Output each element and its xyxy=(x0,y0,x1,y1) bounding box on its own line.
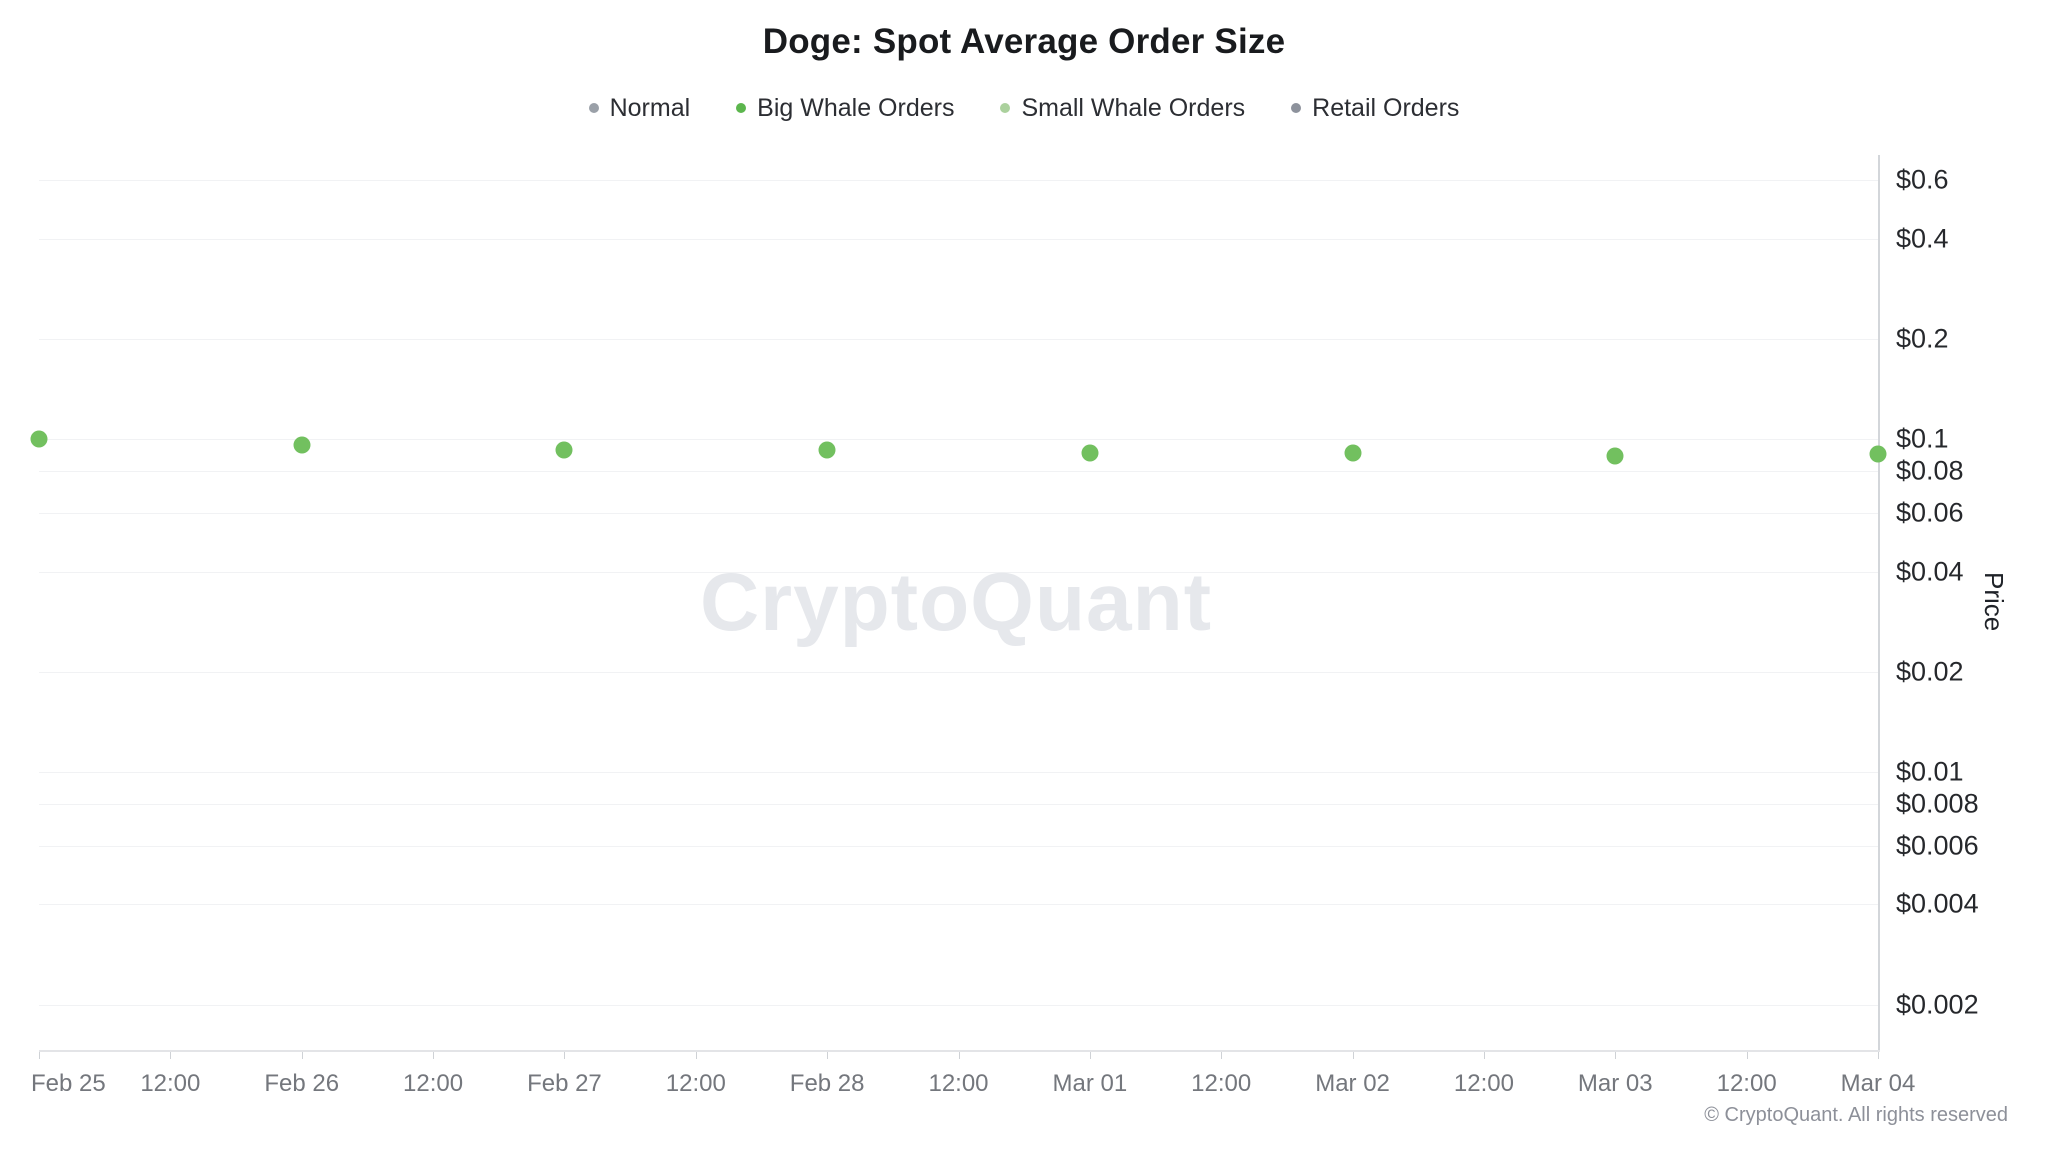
data-point-feb-28[interactable] xyxy=(818,441,836,459)
data-point-feb-25[interactable] xyxy=(30,430,48,448)
x-axis-tickmark xyxy=(170,1052,172,1059)
x-axis-tick-label: 12:00 xyxy=(928,1070,989,1097)
copyright-text: © CryptoQuant. All rights reserved xyxy=(1704,1104,2008,1126)
x-axis-tickmark xyxy=(564,1052,566,1059)
x-axis-tick-label: Feb 27 xyxy=(527,1070,602,1097)
data-point-feb-26[interactable] xyxy=(293,436,311,454)
x-axis-tickmark xyxy=(1615,1052,1617,1059)
y-axis-tick-label: $0.04 xyxy=(1896,556,1964,587)
data-point-feb-27[interactable] xyxy=(555,441,573,459)
legend-item-normal[interactable]: Normal xyxy=(588,93,691,123)
x-axis-tickmark xyxy=(1483,1052,1485,1059)
gridline xyxy=(39,571,1878,573)
y-axis-tick-label: $0.008 xyxy=(1896,788,1979,819)
data-point-mar-01[interactable] xyxy=(1081,444,1099,462)
y-axis-tick-label: $0.01 xyxy=(1896,756,1964,787)
y-axis-tick-label: $0.02 xyxy=(1896,656,1964,687)
gridline xyxy=(39,671,1878,673)
gridline xyxy=(39,904,1878,906)
x-axis-tickmark xyxy=(433,1052,435,1059)
gridline xyxy=(39,238,1878,240)
gridline xyxy=(39,180,1878,182)
y-axis-title: Price xyxy=(1979,572,2009,632)
x-axis-tick-label: Mar 04 xyxy=(1840,1070,1916,1097)
x-axis-tick-label: Feb 28 xyxy=(789,1070,865,1097)
gridline xyxy=(39,439,1878,441)
x-axis-tick-label: 12:00 xyxy=(403,1070,464,1097)
legend-item-label: Small Whale Orders xyxy=(1021,93,1246,122)
legend-item-label: Big Whale Orders xyxy=(757,93,955,122)
legend-item-retail-orders[interactable]: Retail Orders xyxy=(1291,94,1459,123)
x-axis-tickmark xyxy=(1746,1052,1748,1059)
chart-title: Doge: Spot Average Order Size xyxy=(762,22,1286,61)
legend-item-label: Retail Orders xyxy=(1312,93,1460,122)
y-axis-line xyxy=(1878,155,1880,1050)
legend-marker-icon xyxy=(588,103,599,113)
legend-marker-icon xyxy=(736,103,747,113)
y-axis-tick-label: $0.002 xyxy=(1896,989,1979,1020)
x-axis-tickmark xyxy=(301,1052,303,1059)
x-axis-tick-label: Mar 03 xyxy=(1577,1070,1653,1097)
y-axis-tick-label: $0.1 xyxy=(1896,423,1949,454)
x-axis-tick-label: 12:00 xyxy=(1716,1070,1777,1097)
x-axis-tickmark xyxy=(958,1052,960,1059)
data-point-mar-02[interactable] xyxy=(1344,444,1362,462)
x-axis-tickmark xyxy=(1089,1052,1091,1059)
gridline xyxy=(39,804,1878,806)
gridline xyxy=(39,513,1878,515)
x-axis-tickmark xyxy=(1878,1052,1879,1059)
legend-marker-icon xyxy=(1291,103,1302,113)
watermark: CryptoQuant xyxy=(699,557,1213,648)
x-axis-tick-label: Mar 02 xyxy=(1315,1070,1390,1097)
gridline xyxy=(39,845,1878,847)
x-axis-tick-label: Mar 01 xyxy=(1052,1070,1128,1097)
legend-marker-icon xyxy=(1000,103,1011,113)
x-axis-tickmark xyxy=(1352,1052,1354,1059)
x-axis-tick-label: Feb 25 xyxy=(31,1070,106,1097)
gridline xyxy=(39,471,1878,473)
data-point-mar-03[interactable] xyxy=(1606,447,1624,465)
legend-item-small-whale-orders[interactable]: Small Whale Orders xyxy=(1000,94,1245,123)
y-axis-tick-label: $0.006 xyxy=(1896,830,1979,861)
x-axis-tickmark xyxy=(695,1052,697,1059)
data-point-mar-04[interactable] xyxy=(1869,445,1887,463)
y-axis-tick-label: $0.004 xyxy=(1896,888,1979,919)
gridline xyxy=(39,1004,1878,1006)
x-axis-tick-label: 12:00 xyxy=(1453,1070,1514,1097)
x-axis-tickmark xyxy=(39,1052,40,1059)
x-axis-tick-label: 12:00 xyxy=(1191,1070,1252,1097)
gridline xyxy=(39,339,1878,341)
x-axis-tick-label: 12:00 xyxy=(140,1070,201,1097)
gridline xyxy=(39,771,1878,773)
x-axis-tick-label: 12:00 xyxy=(665,1070,726,1097)
legend-item-label: Normal xyxy=(609,93,691,122)
x-axis-tickmark xyxy=(827,1052,829,1059)
legend: Normal Big Whale Orders Small Whale Orders… xyxy=(0,90,2048,126)
x-axis-tick-label: Feb 26 xyxy=(264,1070,340,1097)
y-axis-tick-label: $0.6 xyxy=(1896,164,1949,195)
y-axis-tick-label: $0.2 xyxy=(1896,323,1949,354)
y-axis-tick-label: $0.08 xyxy=(1896,455,1964,486)
y-axis-tick-label: $0.06 xyxy=(1896,497,1964,528)
x-axis-tickmark xyxy=(1221,1052,1223,1059)
legend-item-big-whale-orders[interactable]: Big Whale Orders xyxy=(736,94,954,123)
x-axis-line xyxy=(39,1050,1880,1052)
y-axis-tick-label: $0.4 xyxy=(1896,223,1949,254)
